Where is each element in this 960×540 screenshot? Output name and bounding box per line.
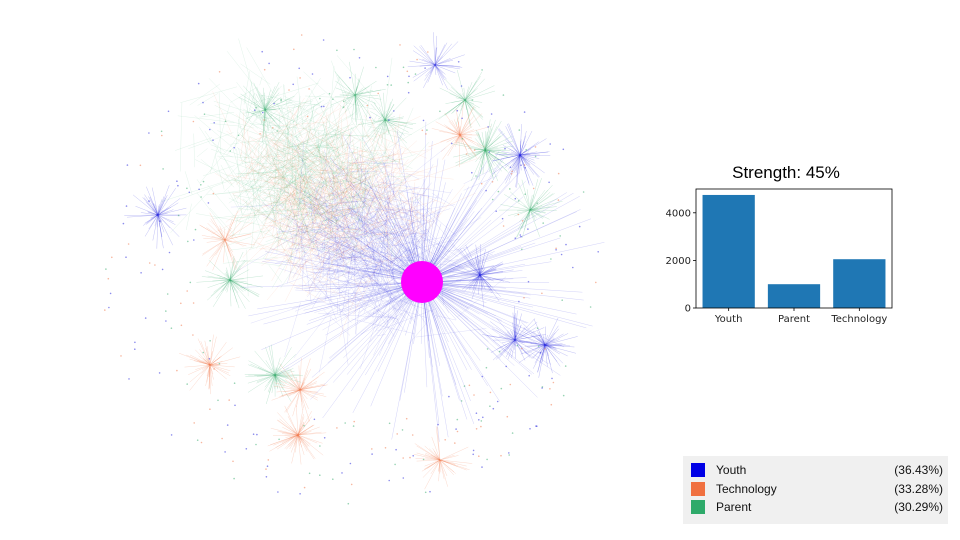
chart-title: Strength: 45%: [732, 163, 840, 182]
x-tick-label: Technology: [830, 314, 887, 325]
network-graph: [104, 32, 605, 505]
legend-swatch-youth: [691, 463, 705, 477]
legend-percent: (36.43%): [894, 463, 943, 477]
legend-swatch-technology: [691, 482, 705, 496]
bar-parent: [767, 284, 821, 308]
legend-item-youth: Youth (36.43%): [691, 462, 943, 478]
legend-swatch-parent: [691, 500, 705, 514]
legend-percent: (33.28%): [894, 482, 943, 496]
legend-label: Technology: [716, 482, 777, 496]
legend-item-technology: Technology (33.28%): [691, 481, 943, 497]
x-tick-label: Youth: [714, 314, 743, 325]
legend-label: Parent: [716, 500, 752, 514]
bar-chart: Strength: 45% 0 2000 4000 Youth Parent Techn…: [666, 163, 893, 325]
legend-percent: (30.29%): [894, 500, 943, 514]
plot-frame: [695, 188, 893, 309]
legend-label: Youth: [716, 463, 747, 477]
x-tick-label: Parent: [778, 314, 810, 325]
central-hub-node: [401, 261, 443, 303]
y-tick-label: 2000: [666, 256, 691, 267]
category-legend: Youth (36.43%) Technology (33.28%) Paren…: [683, 456, 948, 524]
y-tick-label: 4000: [666, 208, 691, 219]
bar-technology: [833, 259, 886, 308]
y-tick-label: 0: [685, 304, 691, 315]
network-edges: [104, 32, 605, 505]
bar-youth: [702, 194, 755, 308]
legend-item-parent: Parent (30.29%): [691, 499, 943, 515]
